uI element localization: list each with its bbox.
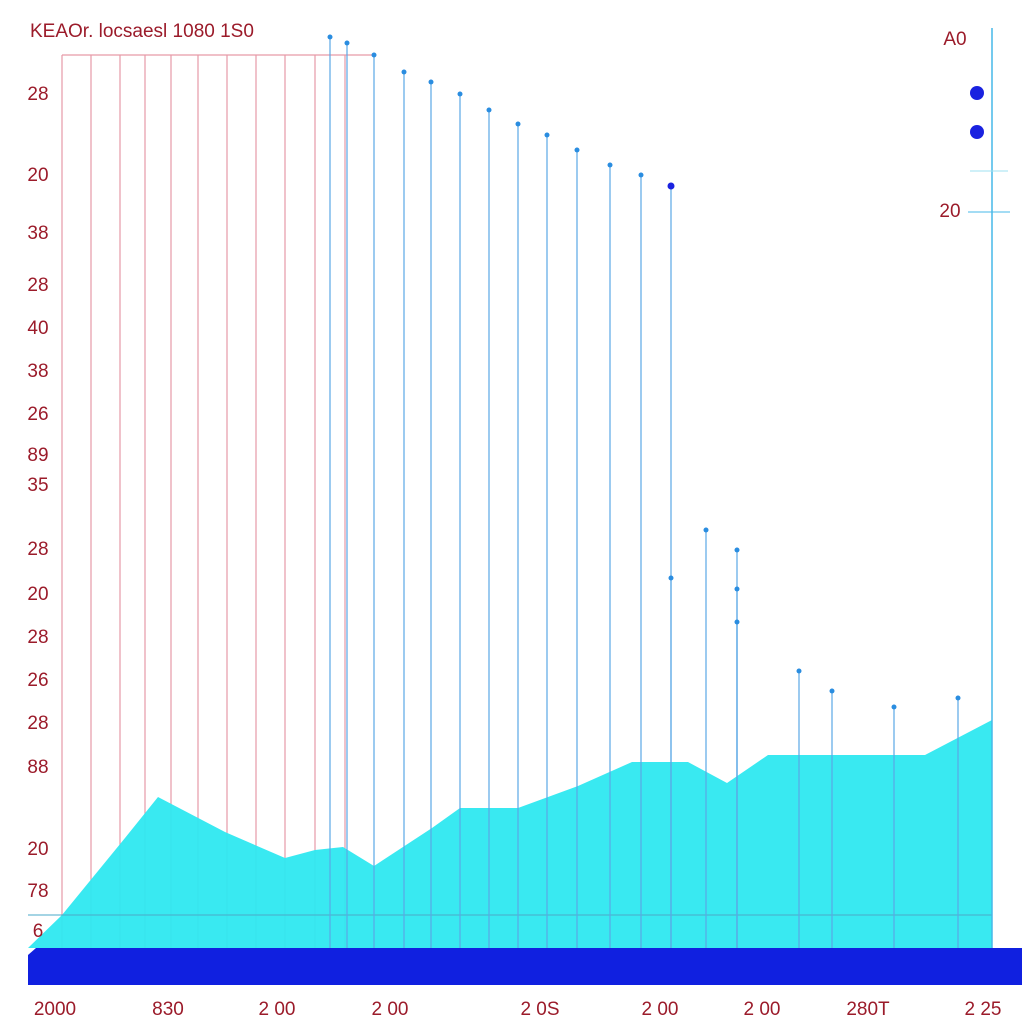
x-label: 2 00	[372, 999, 409, 1020]
dot	[515, 121, 521, 127]
y-label: 89	[27, 445, 48, 466]
y-label: 26	[27, 404, 48, 425]
x-label: 2 00	[642, 999, 679, 1020]
dot	[970, 125, 984, 139]
dot	[970, 86, 984, 100]
dot	[428, 79, 434, 85]
y-label: 28	[27, 539, 48, 560]
dot	[703, 527, 709, 533]
x-label: 2000	[34, 999, 76, 1020]
area	[28, 720, 992, 948]
x-label: 2 25	[965, 999, 1002, 1020]
dot	[668, 575, 674, 581]
dot	[371, 52, 377, 58]
x-label: 2 00	[259, 999, 296, 1020]
y-label: 88	[27, 757, 48, 778]
y-label: 20	[27, 839, 48, 860]
dot	[327, 34, 333, 40]
x-label: 2 0S	[520, 999, 559, 1020]
y-label: 38	[27, 223, 48, 244]
dot	[734, 619, 740, 625]
dot	[796, 668, 802, 674]
dot	[734, 547, 740, 553]
dot	[344, 40, 350, 46]
y-label: 28	[27, 627, 48, 648]
y-label: 78	[27, 881, 48, 902]
dot	[829, 688, 835, 694]
right-label: 20	[939, 201, 960, 222]
dot	[401, 69, 407, 75]
dot	[734, 586, 740, 592]
title: KEAOr. locsaesl 1080 1S0	[30, 21, 254, 42]
stems	[327, 34, 961, 948]
dot	[955, 695, 961, 701]
dot	[457, 91, 463, 97]
y-label: 28	[27, 713, 48, 734]
y-label: 40	[27, 318, 48, 339]
y-label: 20	[27, 584, 48, 605]
y-label: 28	[27, 275, 48, 296]
right-label: A0	[943, 29, 966, 50]
y-label: 28	[27, 84, 48, 105]
labels: 28 20 38 28 40 38 26 89 35 28 20 28 26 28 88 20 78 6 A0 20 2…	[27, 29, 1001, 1020]
dot	[544, 132, 550, 138]
dot	[891, 704, 897, 710]
dot	[638, 172, 644, 178]
y-label: 6	[33, 921, 44, 942]
dot	[667, 182, 675, 190]
grid-lines	[61, 54, 375, 948]
bottom-band	[28, 948, 1022, 985]
dot	[574, 147, 580, 153]
dot	[486, 107, 492, 113]
y-label: 20	[27, 165, 48, 186]
y-label: 38	[27, 361, 48, 382]
x-label: 2 00	[744, 999, 781, 1020]
y-label: 35	[27, 475, 48, 496]
y-label: 26	[27, 670, 48, 691]
dot	[607, 162, 613, 168]
x-label: 280T	[846, 999, 890, 1020]
x-label: 830	[152, 999, 184, 1020]
